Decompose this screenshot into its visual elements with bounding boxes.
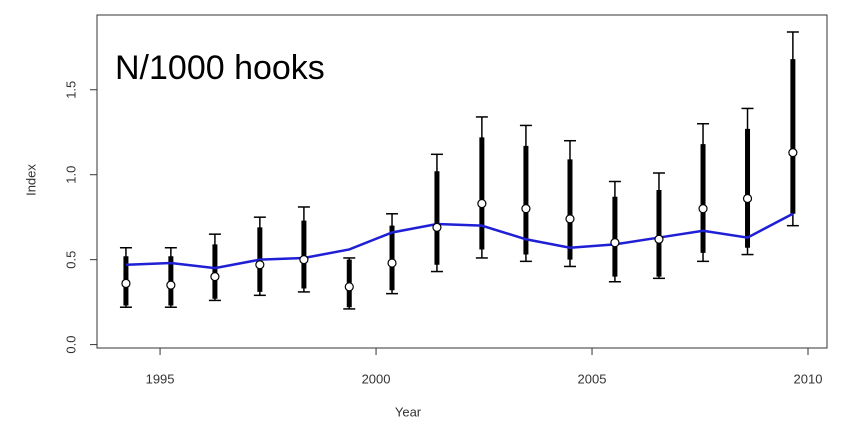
point (788, 148, 798, 158)
point (166, 280, 176, 290)
y-axis-title: Index (23, 164, 38, 196)
point (477, 198, 487, 209)
point (698, 204, 708, 214)
annotation: N/1000 hooks (115, 49, 325, 87)
x-tick-label: 2010 (794, 371, 823, 386)
point (299, 255, 309, 265)
y-tick-label: 0.0 (63, 336, 78, 354)
y-tick-label: 1.0 (63, 166, 78, 184)
point (521, 204, 531, 214)
point (255, 260, 265, 270)
point (565, 214, 575, 224)
x-axis-title: Year (395, 404, 422, 419)
y-tick-label: 1.5 (63, 81, 78, 99)
point (432, 222, 442, 232)
point (210, 272, 220, 282)
point (742, 193, 753, 204)
point (121, 278, 131, 289)
point (387, 258, 397, 268)
point (654, 234, 664, 244)
x-tick-label: 2000 (362, 371, 391, 386)
point (344, 282, 354, 292)
x-tick-label: 2005 (578, 371, 607, 386)
fit-line (125, 212, 794, 270)
plot-frame (96, 14, 828, 349)
y-tick-label: 0.5 (63, 251, 78, 269)
x-tick-label: 1995 (146, 371, 175, 386)
point (610, 238, 620, 248)
